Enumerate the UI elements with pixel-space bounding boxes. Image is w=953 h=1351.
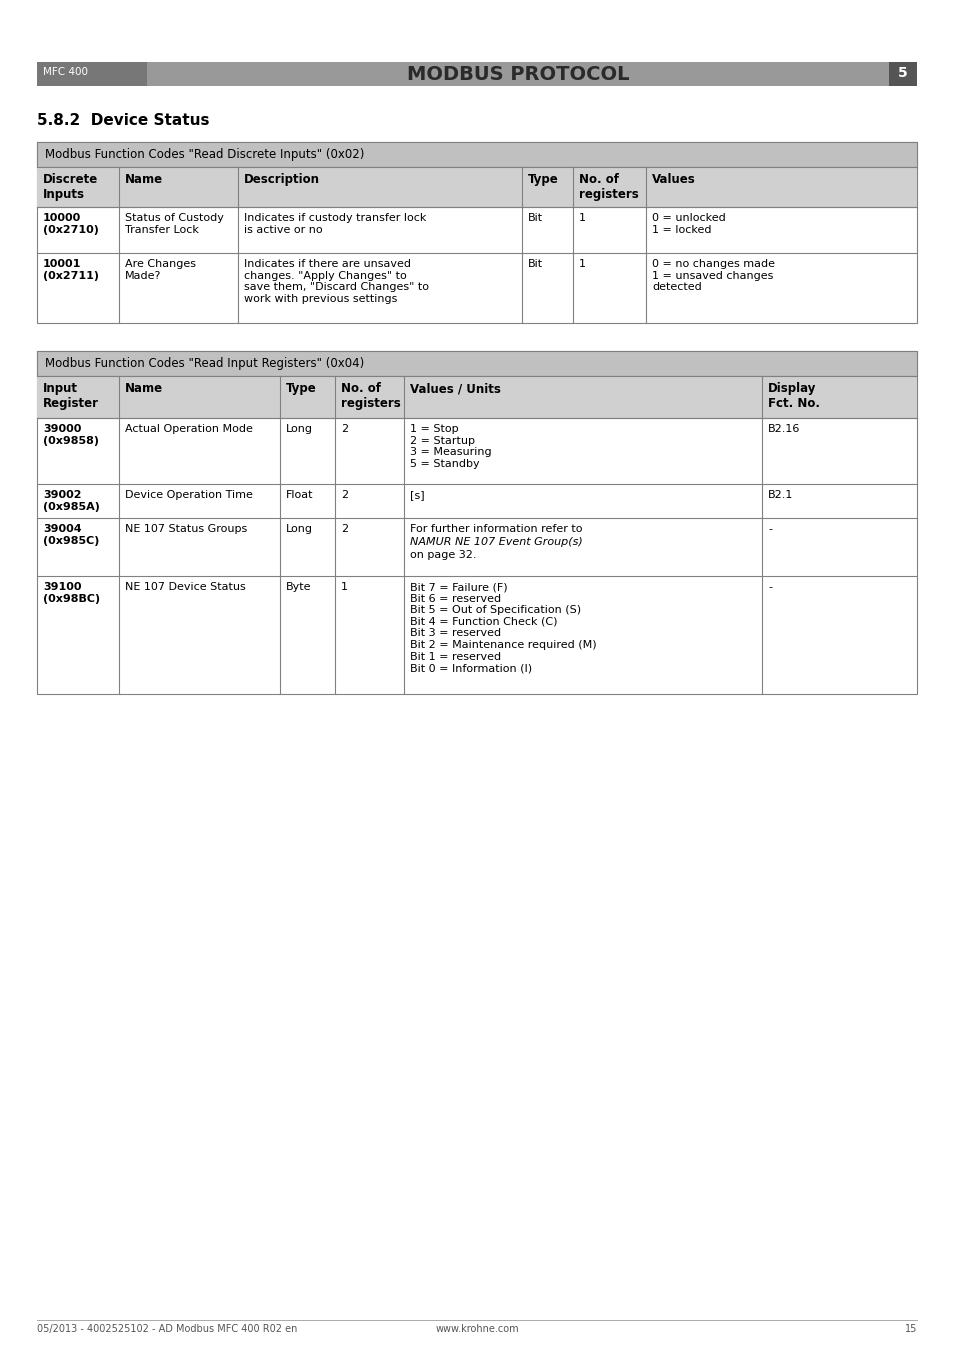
Text: Actual Operation Mode: Actual Operation Mode xyxy=(125,424,253,434)
Text: MODBUS PROTOCOL: MODBUS PROTOCOL xyxy=(407,65,629,84)
Bar xyxy=(37,351,916,694)
Text: Indicates if there are unsaved
changes. "Apply Changes" to
save them, "Discard C: Indicates if there are unsaved changes. … xyxy=(244,259,429,304)
Text: 39002
(0x985A): 39002 (0x985A) xyxy=(43,490,100,512)
Text: NE 107 Status Groups: NE 107 Status Groups xyxy=(125,524,247,534)
Text: Are Changes
Made?: Are Changes Made? xyxy=(125,259,195,281)
Bar xyxy=(888,62,916,86)
Text: Values / Units: Values / Units xyxy=(410,382,500,394)
Text: Display
Fct. No.: Display Fct. No. xyxy=(767,382,820,409)
Text: 1: 1 xyxy=(340,582,348,592)
Text: 1 = Stop
2 = Startup
3 = Measuring
5 = Standby: 1 = Stop 2 = Startup 3 = Measuring 5 = S… xyxy=(410,424,491,469)
Text: No. of
registers: No. of registers xyxy=(340,382,400,409)
Bar xyxy=(37,142,916,323)
Text: [s]: [s] xyxy=(410,490,424,500)
Text: 0 = unlocked
1 = locked: 0 = unlocked 1 = locked xyxy=(651,213,725,235)
Bar xyxy=(37,62,147,86)
Text: Values: Values xyxy=(651,173,695,186)
Text: Long: Long xyxy=(286,424,313,434)
Text: -: - xyxy=(767,582,771,592)
Text: 2: 2 xyxy=(340,490,348,500)
Text: Bit 7 = Failure (F)
Bit 6 = reserved
Bit 5 = Out of Specification (S)
Bit 4 = Fu: Bit 7 = Failure (F) Bit 6 = reserved Bit… xyxy=(410,582,596,673)
Text: 5: 5 xyxy=(897,66,907,80)
Text: on page 32.: on page 32. xyxy=(410,550,476,561)
Text: 2: 2 xyxy=(340,524,348,534)
Text: 1: 1 xyxy=(578,213,585,223)
Bar xyxy=(37,168,916,207)
Bar xyxy=(37,376,916,417)
Text: 5.8.2  Device Status: 5.8.2 Device Status xyxy=(37,113,210,128)
Text: -: - xyxy=(767,524,771,534)
Text: 39004
(0x985C): 39004 (0x985C) xyxy=(43,524,99,546)
Text: Type: Type xyxy=(286,382,316,394)
Text: For further information refer to: For further information refer to xyxy=(410,524,582,534)
Text: 39100
(0x98BC): 39100 (0x98BC) xyxy=(43,582,100,604)
Text: Bit: Bit xyxy=(527,213,542,223)
Text: B2.1: B2.1 xyxy=(767,490,793,500)
Text: 10001
(0x2711): 10001 (0x2711) xyxy=(43,259,99,281)
Bar xyxy=(37,351,916,376)
Text: Type: Type xyxy=(527,173,558,186)
Text: Bit: Bit xyxy=(527,259,542,269)
Text: Modbus Function Codes "Read Discrete Inputs" (0x02): Modbus Function Codes "Read Discrete Inp… xyxy=(45,149,364,161)
Text: NE 107 Device Status: NE 107 Device Status xyxy=(125,582,246,592)
Text: 1: 1 xyxy=(578,259,585,269)
Text: Name: Name xyxy=(125,173,163,186)
Text: MFC 400: MFC 400 xyxy=(43,68,88,77)
Text: Byte: Byte xyxy=(286,582,312,592)
Text: www.krohne.com: www.krohne.com xyxy=(435,1324,518,1333)
Text: Input
Register: Input Register xyxy=(43,382,99,409)
Text: Status of Custody
Transfer Lock: Status of Custody Transfer Lock xyxy=(125,213,224,235)
Text: No. of
registers: No. of registers xyxy=(578,173,639,201)
Bar xyxy=(37,142,916,168)
Text: 39000
(0x9858): 39000 (0x9858) xyxy=(43,424,99,446)
Text: Long: Long xyxy=(286,524,313,534)
Text: 10000
(0x2710): 10000 (0x2710) xyxy=(43,213,99,235)
Text: 2: 2 xyxy=(340,424,348,434)
Text: Device Operation Time: Device Operation Time xyxy=(125,490,253,500)
Text: Float: Float xyxy=(286,490,314,500)
Text: Indicates if custody transfer lock
is active or no: Indicates if custody transfer lock is ac… xyxy=(244,213,426,235)
Text: NAMUR NE 107 Event Group(s): NAMUR NE 107 Event Group(s) xyxy=(410,536,582,547)
Text: 05/2013 - 4002525102 - AD Modbus MFC 400 R02 en: 05/2013 - 4002525102 - AD Modbus MFC 400… xyxy=(37,1324,297,1333)
Text: B2.16: B2.16 xyxy=(767,424,800,434)
Text: 15: 15 xyxy=(903,1324,916,1333)
Text: Modbus Function Codes "Read Input Registers" (0x04): Modbus Function Codes "Read Input Regist… xyxy=(45,357,364,370)
Text: Discrete
Inputs: Discrete Inputs xyxy=(43,173,98,201)
Text: 0 = no changes made
1 = unsaved changes
detected: 0 = no changes made 1 = unsaved changes … xyxy=(651,259,774,292)
Text: Name: Name xyxy=(125,382,163,394)
Text: Description: Description xyxy=(244,173,319,186)
Bar xyxy=(37,62,916,86)
